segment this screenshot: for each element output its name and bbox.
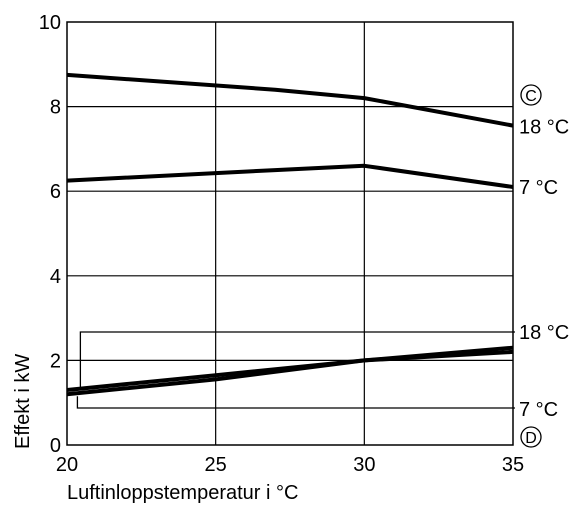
x-axis-label: Luftinloppstemperatur i °C xyxy=(67,482,298,504)
series-end-label: 18 °C xyxy=(519,322,569,344)
plot-border xyxy=(66,21,514,446)
series-line xyxy=(66,345,514,397)
leader-lines xyxy=(76,331,515,409)
series-line xyxy=(66,349,514,392)
series-line xyxy=(66,72,514,128)
y-tick-label: 10 xyxy=(39,12,61,34)
y-tick-label: 2 xyxy=(50,350,61,372)
y-tick-label: 6 xyxy=(50,181,61,203)
series-end-label: 18 °C xyxy=(519,117,569,139)
x-tick-label: 30 xyxy=(353,454,375,476)
tick-labels: 20 25 30 35 0 2 4 6 8 10 xyxy=(39,12,524,476)
leader-line xyxy=(79,331,515,389)
leader-line xyxy=(76,396,515,409)
x-tick-label: 20 xyxy=(56,454,78,476)
series-end-label: 7 °C xyxy=(519,399,558,421)
series-lines xyxy=(66,72,514,397)
series-line xyxy=(66,163,514,189)
series-end-label: 7 °C xyxy=(519,177,558,199)
series-labels: 18 °C 7 °C 18 °C 7 °C C D xyxy=(519,84,569,448)
group-marker-circle xyxy=(520,426,542,448)
x-tick-label: 25 xyxy=(205,454,227,476)
y-axis-label: Effekt i kW xyxy=(12,354,34,449)
group-marker-circle xyxy=(520,84,542,106)
group-marker-letter: C xyxy=(525,88,537,105)
x-tick-label: 35 xyxy=(502,454,524,476)
y-tick-label: 8 xyxy=(50,97,61,119)
y-tick-label: 4 xyxy=(50,266,61,288)
y-tick-label: 0 xyxy=(50,435,61,457)
group-marker-letter: D xyxy=(525,430,537,447)
plot-frame xyxy=(66,21,514,446)
